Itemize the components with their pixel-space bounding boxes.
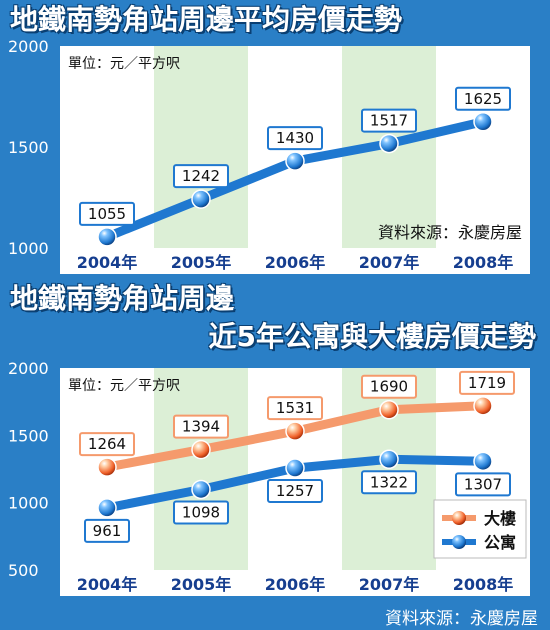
value-label: 1394	[182, 418, 220, 436]
value-label-box	[173, 164, 229, 189]
chart2-svg: 2000 1500 1000 500 2004年 2005年 2006年 2007年 2008年…	[8, 362, 530, 596]
x-tick-label: 2006年	[265, 575, 326, 594]
value-label-box	[455, 86, 511, 111]
data-point	[379, 449, 399, 470]
value-label-box	[173, 500, 229, 525]
data-point	[97, 498, 117, 518]
value-label: 1307	[464, 475, 502, 493]
value-label: 1242	[182, 167, 220, 185]
value-label-box	[84, 518, 130, 543]
value-label: 1517	[370, 112, 408, 130]
x-tick-label: 2008年	[453, 575, 514, 594]
value-label: 1625	[464, 90, 502, 108]
data-point	[97, 457, 117, 477]
x-axis-band	[60, 248, 530, 274]
unit-label: 單位：元／平方呎	[68, 378, 180, 394]
value-label-box	[459, 370, 515, 395]
value-label: 1098	[182, 503, 220, 521]
x-tick-label: 2007年	[359, 575, 420, 594]
value-label-box	[173, 414, 229, 439]
y-tick-label: 1000	[8, 494, 49, 513]
chart1-title: 地鐵南勢角站周邊平均房價走勢	[10, 3, 403, 36]
data-point	[473, 451, 493, 472]
y-tick-label: 500	[8, 561, 39, 580]
plot-band	[154, 46, 248, 248]
y-tick-label: 1500	[8, 138, 49, 157]
legend-swatch-ball	[452, 511, 466, 525]
y-tick-label: 2000	[8, 362, 49, 378]
chart2-title-line2: 近5年公寓與大樓房價走勢	[208, 320, 536, 353]
value-label: 1690	[370, 378, 408, 396]
data-point	[473, 396, 493, 416]
value-label-box	[267, 126, 323, 151]
plot-band	[436, 46, 530, 248]
source-note: 資料來源：永慶房屋	[385, 609, 538, 629]
y-tick-label: 2000	[8, 40, 49, 56]
x-tick-label: 2004年	[77, 253, 138, 272]
x-tick-label: 2004年	[77, 575, 138, 594]
legend-box	[433, 499, 527, 559]
value-label: 1719	[468, 374, 506, 392]
value-label-box	[361, 374, 417, 399]
value-label-box	[267, 479, 323, 504]
value-label: 1264	[88, 435, 126, 453]
x-tick-label: 2006年	[265, 253, 326, 272]
legend-swatch-ball	[452, 535, 466, 549]
chart2-title-line1: 地鐵南勢角站周邊	[10, 282, 235, 315]
chart1-svg: 2000 1500 1000 2004年 2005年 2006年 2007年 2008年 單位：…	[8, 40, 530, 274]
data-point	[285, 151, 305, 171]
value-label-box	[79, 432, 135, 457]
data-point	[285, 458, 305, 478]
value-label: 1322	[370, 473, 408, 491]
value-label-box	[267, 396, 323, 421]
data-point	[379, 133, 399, 154]
value-label-box	[455, 472, 511, 497]
value-label: 1257	[276, 482, 314, 500]
x-tick-label: 2005年	[171, 575, 232, 594]
x-axis-band	[60, 570, 530, 596]
data-point	[191, 439, 211, 460]
unit-label: 單位：元／平方呎	[68, 56, 180, 72]
data-point	[379, 399, 399, 420]
value-label: 1531	[276, 399, 314, 417]
data-point	[191, 189, 211, 209]
plot-band	[154, 368, 248, 570]
data-point	[97, 227, 117, 247]
value-label: 961	[93, 522, 122, 540]
legend-label: 大樓	[484, 509, 516, 528]
value-label: 1055	[88, 205, 126, 223]
data-point	[473, 112, 493, 132]
x-tick-label: 2008年	[453, 253, 514, 272]
value-label-box	[79, 201, 135, 226]
data-point	[191, 479, 211, 500]
legend-label: 公寓	[484, 533, 516, 552]
x-tick-label: 2005年	[171, 253, 232, 272]
x-tick-label: 2007年	[359, 253, 420, 272]
y-tick-label: 1500	[8, 426, 49, 445]
in-plot-source: 資料來源：永慶房屋	[378, 223, 522, 242]
value-label: 1430	[276, 129, 314, 147]
y-tick-label: 1000	[8, 239, 49, 258]
data-point	[285, 421, 305, 441]
value-label-box	[361, 470, 417, 495]
value-label-box	[361, 108, 417, 133]
